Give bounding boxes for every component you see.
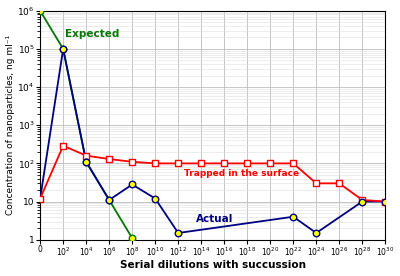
Point — [382, 199, 388, 204]
Point — [60, 144, 66, 148]
Point — [290, 214, 296, 219]
Point — [129, 160, 135, 164]
Point — [83, 153, 89, 158]
Point — [244, 161, 250, 166]
Point — [198, 161, 204, 166]
Point — [106, 157, 112, 161]
Point — [83, 160, 89, 164]
X-axis label: Serial dilutions with succussion: Serial dilutions with succussion — [120, 261, 306, 270]
Point — [267, 161, 274, 166]
Point — [152, 161, 158, 166]
Y-axis label: Concentration of nanoparticles, ng ml⁻¹: Concentration of nanoparticles, ng ml⁻¹ — [6, 35, 14, 215]
Point — [152, 196, 158, 201]
Text: Actual: Actual — [196, 214, 233, 224]
Point — [359, 198, 366, 202]
Point — [175, 161, 182, 166]
Point — [106, 198, 112, 202]
Point — [37, 196, 43, 201]
Point — [60, 47, 66, 51]
Point — [60, 47, 66, 51]
Text: Trapped in the surface: Trapped in the surface — [184, 169, 299, 178]
Text: Expected: Expected — [66, 29, 120, 39]
Point — [221, 161, 228, 166]
Point — [359, 199, 366, 204]
Point — [382, 199, 388, 204]
Point — [175, 231, 182, 235]
Point — [336, 181, 342, 185]
Point — [313, 181, 320, 185]
Point — [313, 231, 320, 235]
Point — [129, 236, 135, 240]
Point — [106, 198, 112, 202]
Point — [290, 161, 296, 166]
Point — [37, 9, 43, 13]
Point — [129, 182, 135, 187]
Point — [83, 160, 89, 164]
